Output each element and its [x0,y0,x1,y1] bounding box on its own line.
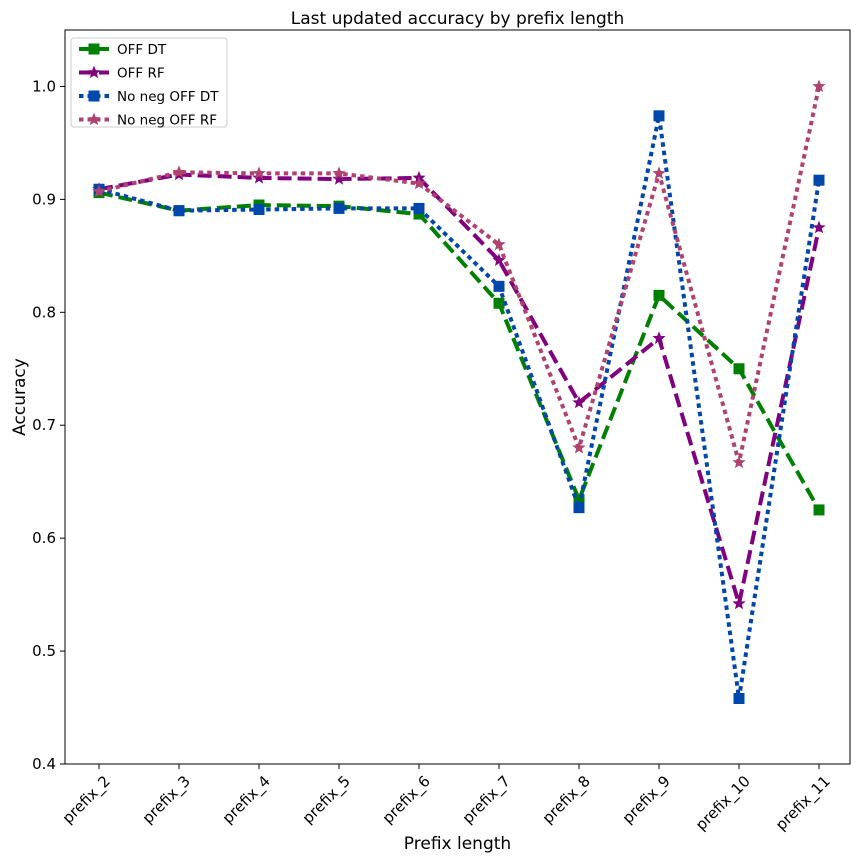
data-point [812,220,826,234]
data-point [573,494,585,506]
series-line [98,190,821,511]
y-axis-label: Accuracy [10,358,30,436]
y-tick-label: 0.6 [32,529,56,547]
legend-label: OFF DT [117,42,167,58]
data-point [652,166,666,180]
data-point [252,166,266,180]
data-point [493,280,505,292]
series-no-neg-off-rf [92,79,826,469]
series-no-neg-off-dt [93,110,825,705]
data-point [653,289,665,301]
legend-label: OFF RF [117,66,165,82]
data-point [733,363,745,375]
data-point [252,170,266,184]
legend-marker [87,112,101,126]
x-tick-label: prefix_5 [299,772,355,828]
legend-item: No neg OFF DT [79,89,219,105]
series-line [98,172,821,606]
data-point [572,440,586,454]
x-tick-label: prefix_9 [619,772,675,828]
x-axis-label: Prefix length [404,834,511,854]
x-tick-label: prefix_7 [459,772,515,828]
data-point [653,110,665,122]
data-point [333,202,345,214]
data-point [173,205,185,217]
legend-marker [87,65,101,79]
legend-label: No neg OFF RF [117,113,217,129]
series-off-dt [93,187,825,516]
y-tick-label: 0.7 [32,416,56,434]
y-tick-label: 1.0 [32,77,56,95]
data-point [492,253,506,267]
chart-title: Last updated accuracy by prefix length [291,9,625,29]
legend-item: OFF DT [79,42,167,58]
data-point [813,174,825,186]
data-point [92,184,106,198]
legend-item: No neg OFF RF [79,112,217,129]
data-point [573,502,585,514]
data-point [332,172,346,185]
data-point [572,395,586,409]
plot-frame [64,29,851,765]
data-point [812,79,826,93]
data-point [732,596,746,610]
data-point [412,176,426,190]
data-point [492,237,506,251]
data-point [733,693,745,705]
series-line [98,86,821,465]
data-point [813,504,825,516]
x-tick-label: prefix_6 [379,772,435,828]
legend-item: OFF RF [79,65,165,82]
y-tick-label: 0.8 [32,303,56,321]
legend-marker [88,43,100,55]
x-axis: prefix_2 prefix_3 prefix_4 prefix_5 prefix_6… [59,764,835,835]
legend-marker [88,90,100,102]
x-tick-label: prefix_3 [139,772,195,828]
y-axis: 0.4 0.5 0.6 0.7 0.8 0.9 1.0 [32,77,65,773]
series-layer [92,79,826,705]
data-point [172,165,186,178]
data-point [332,166,346,180]
x-tick-label: prefix_11 [772,772,835,835]
data-point [732,455,746,469]
y-tick-label: 0.4 [32,755,56,773]
legend-box [70,37,228,128]
data-point [413,202,425,214]
y-tick-label: 0.5 [32,642,56,660]
x-tick-label: prefix_10 [692,772,755,835]
series-off-rf [92,167,826,610]
legend-label: No neg OFF DT [117,89,219,105]
data-point [493,297,505,309]
series-line [98,113,821,701]
y-tick-label: 0.9 [32,190,56,208]
x-tick-label: prefix_8 [539,772,595,828]
legend: OFF DT OFF RF No neg OFF DT No neg OFF RF [70,37,228,129]
x-tick-label: prefix_2 [59,772,115,828]
data-point [413,208,425,220]
x-tick-label: prefix_4 [219,772,275,828]
data-point [652,331,666,344]
data-point [253,204,265,216]
